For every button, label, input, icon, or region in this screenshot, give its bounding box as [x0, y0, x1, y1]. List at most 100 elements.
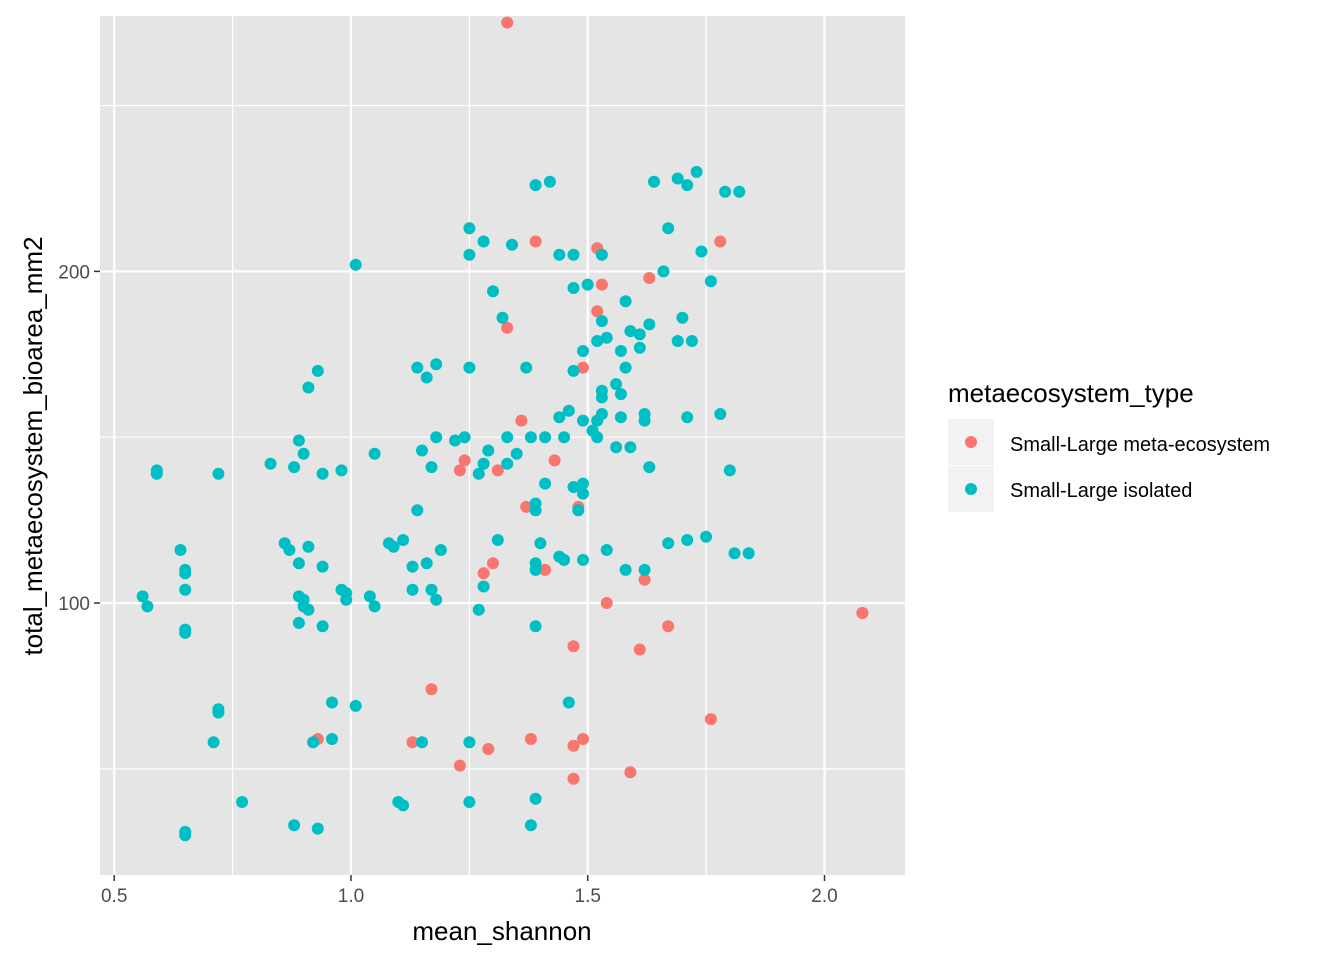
point-isolated — [595, 248, 608, 261]
point-isolated — [681, 534, 694, 546]
point-meta-ecosystem — [591, 305, 604, 318]
point-isolated — [572, 504, 585, 517]
point-isolated — [487, 285, 499, 298]
point-isolated — [283, 544, 296, 556]
point-isolated — [363, 590, 376, 603]
point-isolated — [581, 278, 594, 291]
point-isolated — [595, 315, 608, 328]
point-isolated — [368, 600, 381, 613]
point-isolated — [416, 736, 428, 749]
point-isolated — [292, 616, 305, 629]
x-tick-label: 0.5 — [101, 886, 127, 907]
point-isolated — [501, 431, 514, 444]
point-isolated — [292, 434, 305, 447]
point-isolated — [463, 361, 476, 374]
legend: metaecosystem_type Small-Large meta-ecos… — [948, 378, 1270, 512]
point-isolated — [742, 547, 755, 560]
x-tick-label: 2.0 — [811, 886, 837, 907]
point-isolated — [562, 404, 575, 417]
point-isolated — [539, 477, 552, 490]
point-isolated — [719, 185, 732, 198]
point-isolated — [477, 580, 490, 593]
point-isolated — [340, 593, 353, 606]
point-isolated — [430, 593, 443, 606]
point-meta-ecosystem — [577, 733, 589, 745]
point-isolated — [558, 431, 571, 444]
point-meta-ecosystem — [600, 597, 613, 609]
point-meta-ecosystem — [714, 235, 727, 248]
point-isolated — [406, 560, 419, 573]
point-isolated — [212, 467, 225, 480]
point-meta-ecosystem — [482, 743, 495, 755]
point-isolated — [638, 414, 651, 427]
legend-label-meta-ecosystem: Small-Large meta-ecosystem — [1010, 434, 1270, 456]
y-axis: 100 200 — [58, 262, 100, 615]
point-isolated — [179, 626, 192, 639]
point-isolated — [700, 530, 713, 543]
point-meta-ecosystem — [595, 278, 608, 291]
point-isolated — [463, 222, 476, 235]
point-isolated — [671, 335, 684, 347]
point-isolated — [496, 311, 509, 324]
point-isolated — [434, 544, 447, 556]
point-meta-ecosystem — [529, 235, 542, 248]
point-isolated — [430, 358, 443, 371]
point-isolated — [207, 736, 220, 749]
point-meta-ecosystem — [633, 643, 646, 656]
point-isolated — [472, 467, 485, 480]
point-isolated — [302, 540, 315, 553]
legend-swatch-isolated — [965, 483, 977, 495]
point-isolated — [501, 457, 514, 470]
point-isolated — [491, 534, 504, 546]
point-isolated — [316, 467, 329, 480]
point-isolated — [302, 603, 315, 616]
point-isolated — [420, 371, 433, 384]
point-isolated — [477, 457, 490, 470]
point-isolated — [524, 819, 537, 832]
y-tick-label: 200 — [58, 262, 90, 283]
point-isolated — [624, 441, 637, 454]
point-isolated — [643, 318, 656, 331]
point-meta-ecosystem — [487, 557, 499, 570]
point-isolated — [179, 583, 192, 596]
point-isolated — [695, 245, 708, 258]
point-isolated — [624, 325, 637, 338]
point-isolated — [529, 179, 542, 192]
point-isolated — [633, 328, 646, 341]
legend-title: metaecosystem_type — [948, 378, 1194, 408]
point-meta-ecosystem — [624, 766, 637, 779]
point-isolated — [690, 165, 703, 178]
point-isolated — [577, 553, 589, 566]
point-meta-ecosystem — [548, 454, 561, 467]
point-meta-ecosystem — [515, 414, 528, 427]
point-isolated — [326, 696, 338, 709]
point-isolated — [657, 265, 670, 278]
point-isolated — [472, 603, 485, 616]
point-meta-ecosystem — [577, 361, 589, 374]
point-isolated — [236, 796, 249, 808]
point-isolated — [614, 411, 627, 424]
point-isolated — [567, 282, 580, 294]
plot-panel — [100, 16, 905, 875]
point-isolated — [179, 829, 192, 842]
point-isolated — [510, 447, 523, 460]
point-isolated — [316, 560, 329, 573]
point-isolated — [723, 464, 736, 477]
point-meta-ecosystem — [491, 464, 504, 477]
point-isolated — [136, 590, 149, 603]
point-isolated — [349, 699, 362, 712]
point-isolated — [335, 464, 348, 477]
point-isolated — [539, 431, 552, 444]
point-isolated — [681, 411, 694, 424]
point-meta-ecosystem — [425, 683, 438, 696]
point-isolated — [562, 696, 575, 709]
y-tick-label: 100 — [58, 594, 90, 615]
point-meta-ecosystem — [458, 454, 471, 467]
point-meta-ecosystem — [453, 759, 466, 772]
point-isolated — [411, 361, 424, 374]
point-isolated — [714, 408, 727, 420]
point-isolated — [567, 364, 580, 377]
point-isolated — [600, 544, 613, 556]
point-meta-ecosystem — [567, 772, 580, 785]
point-meta-ecosystem — [520, 500, 533, 513]
